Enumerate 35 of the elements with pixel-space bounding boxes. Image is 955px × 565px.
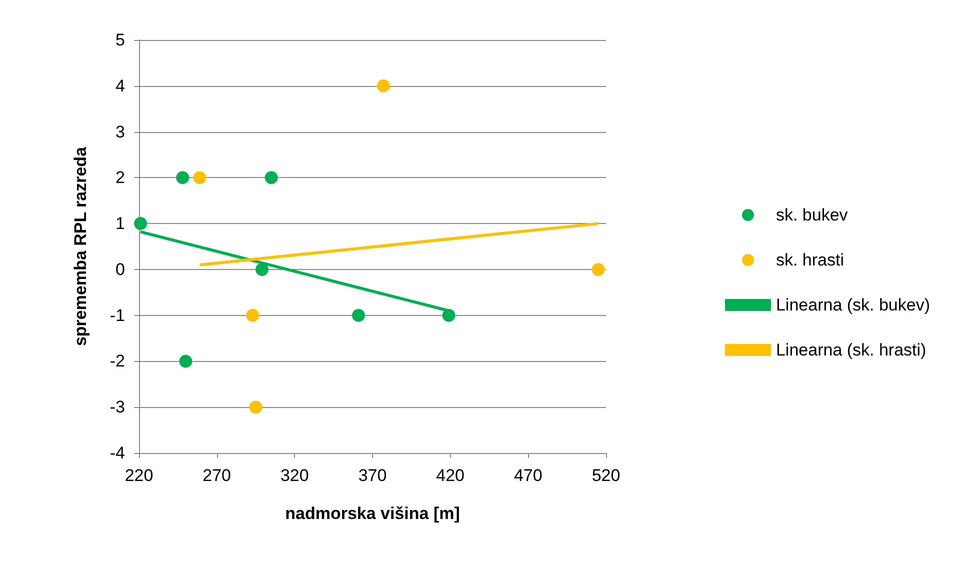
point [592, 262, 605, 276]
legend-label: sk. bukev [776, 206, 848, 224]
x-tick-label: 370 [358, 466, 387, 485]
x-tick-label: 420 [436, 466, 465, 485]
point [176, 171, 190, 184]
point [352, 308, 365, 322]
x-tick-label: 470 [514, 466, 542, 485]
point [193, 171, 206, 184]
point [249, 400, 262, 414]
y-tick-label: 0 [116, 260, 125, 279]
y-tick-label: 1 [116, 214, 125, 234]
point [264, 171, 278, 184]
x-tick-label: 520 [592, 466, 620, 485]
legend-label: Linearna (sk. hrasti) [776, 340, 926, 360]
point [246, 308, 260, 322]
y-tick-label: 3 [116, 122, 125, 142]
point [134, 217, 148, 230]
point [376, 79, 390, 92]
x-tick-label: 220 [124, 466, 154, 485]
legend-label: sk. hrasti [776, 250, 844, 270]
y-tick-label: 2 [116, 168, 125, 188]
y-tick-label: -2 [110, 352, 125, 371]
y-tick-label: -3 [110, 398, 125, 417]
y-tick-label: 5 [116, 30, 125, 50]
point [179, 354, 192, 368]
y-axis-title: sprememba RPL razreda [71, 146, 90, 346]
y-tick-label: -4 [110, 444, 125, 462]
x-tick-label: 320 [280, 466, 309, 485]
x-axis-title: nadmorska višina [m] [285, 504, 460, 523]
x-tick-label: 270 [202, 466, 232, 485]
legend-label: Linearna (sk. bukev) [776, 296, 930, 314]
point [255, 262, 268, 276]
y-tick-label: 4 [116, 76, 125, 96]
point [442, 308, 456, 322]
y-tick-label: -1 [110, 306, 125, 325]
